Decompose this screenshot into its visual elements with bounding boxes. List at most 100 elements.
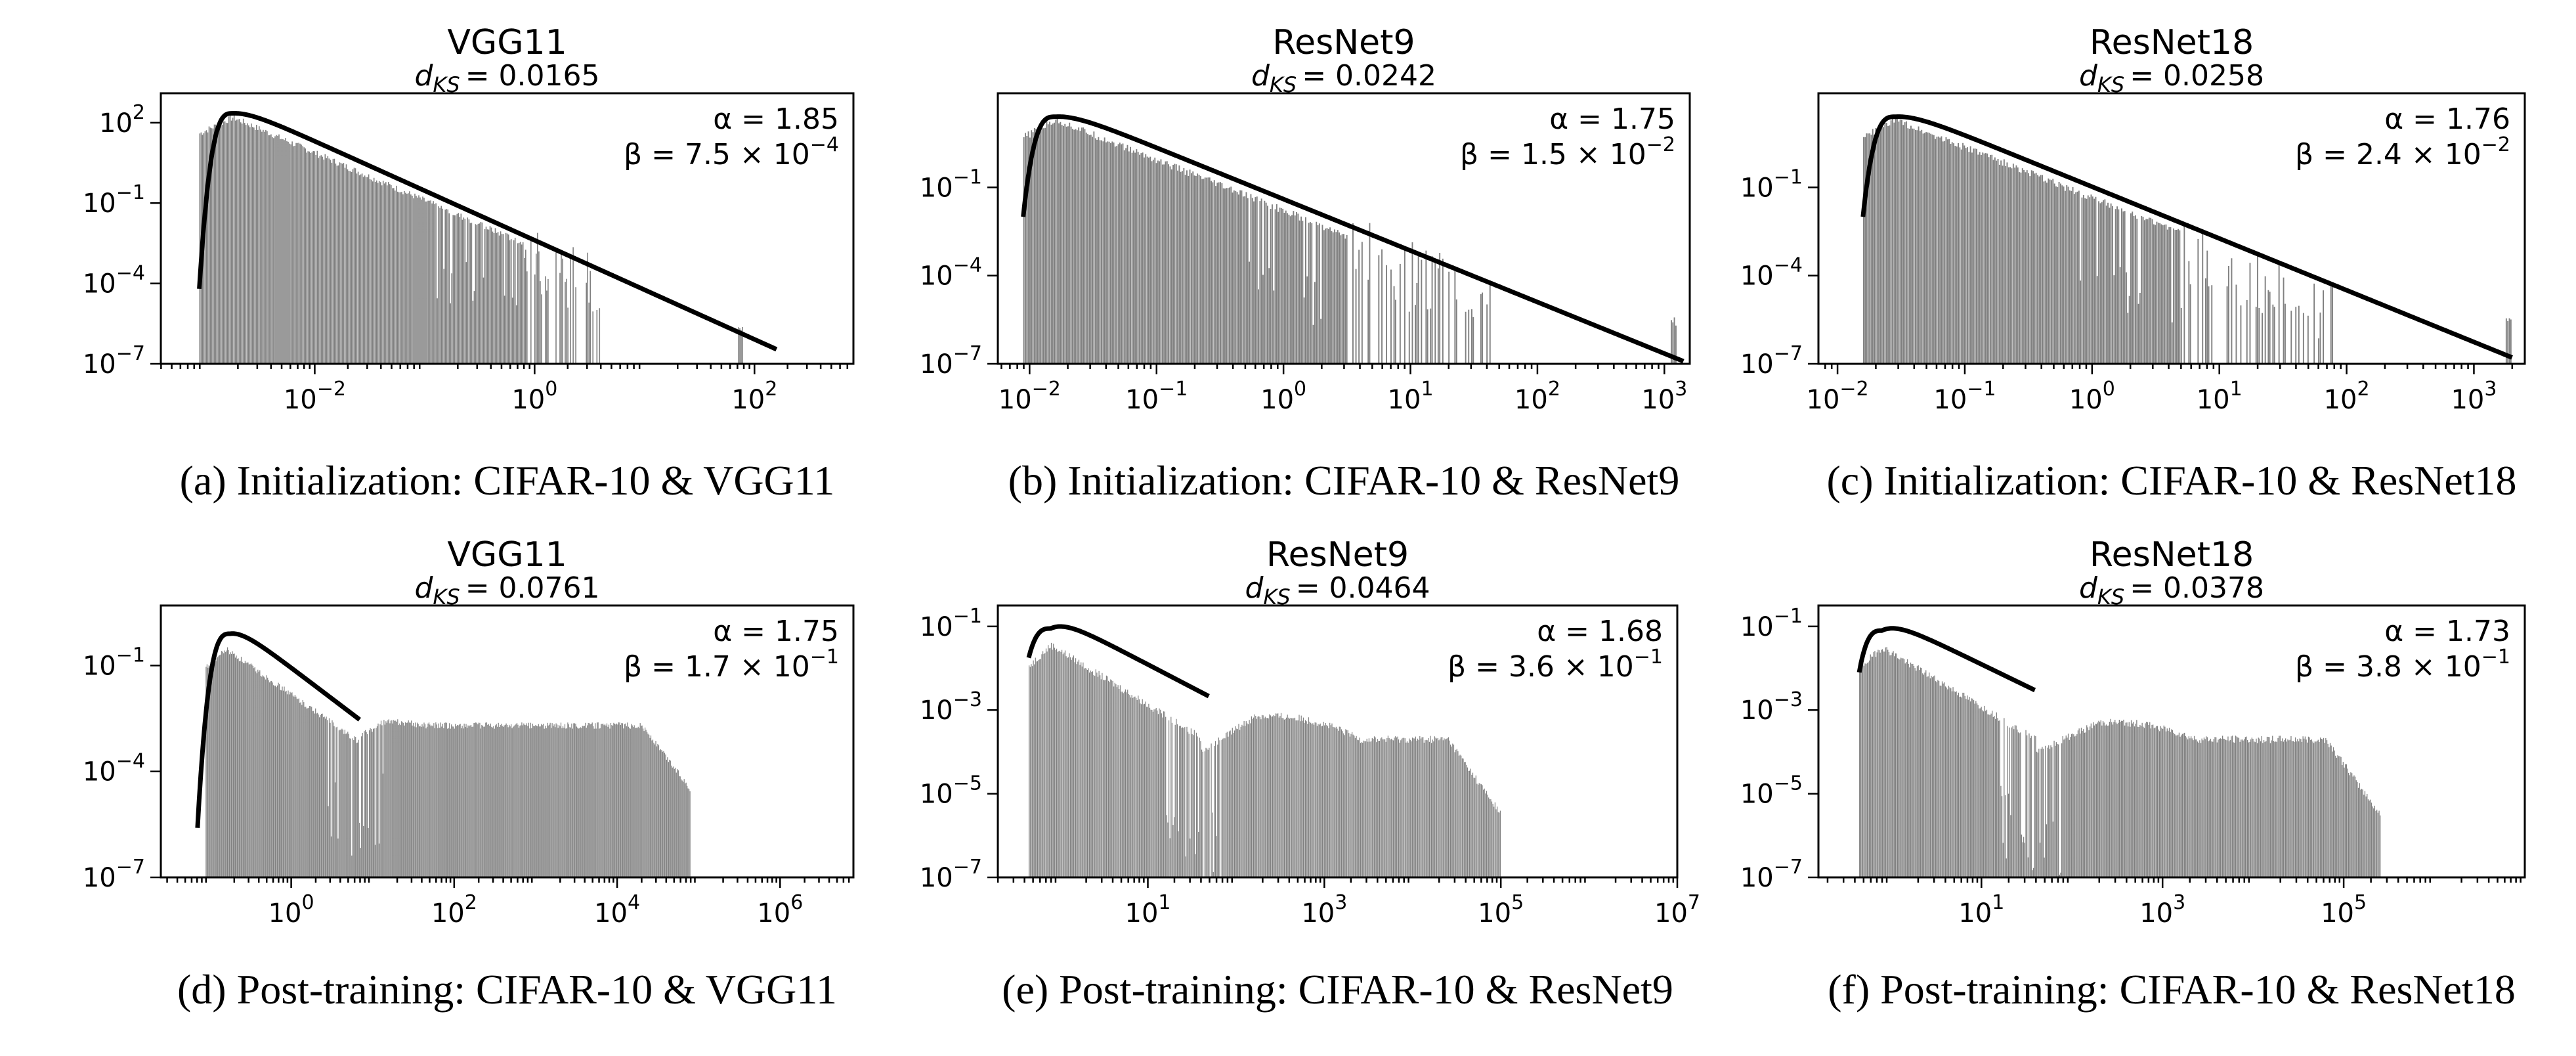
x-tick-label-base: 10 (1125, 385, 1159, 415)
beta-annotation-base: β = 3.8 × 10 (2295, 650, 2481, 684)
dks-value: = 0.0378 (2130, 571, 2264, 605)
x-tick-label-exponent: 1 (2230, 378, 2243, 401)
x-tick-label-exponent: −2 (1839, 378, 1868, 401)
x-tick-label: 101 (2197, 378, 2243, 415)
y-tick-label-exponent: −1 (1774, 165, 1803, 188)
fit-curve-group (197, 111, 778, 352)
x-tick-label-base: 10 (1301, 898, 1335, 929)
alpha-annotation: α = 1.85 (713, 102, 839, 136)
dks-value: = 0.0242 (1302, 59, 1436, 93)
x-tick-label-base: 10 (2139, 898, 2173, 929)
y-tick-label-base: 10 (83, 269, 116, 299)
dks-symbol: d (2079, 571, 2098, 605)
y-tick-label-exponent: −7 (953, 856, 982, 879)
x-tick-label-base: 10 (757, 898, 790, 929)
y-tick-label-exponent: −7 (116, 342, 145, 365)
beta-annotation: β = 2.4 × 10−2 (2295, 133, 2510, 171)
y-tick-label-base: 10 (920, 695, 953, 726)
x-tick-label-exponent: 1 (1158, 891, 1170, 914)
histogram-mass (1859, 647, 2381, 877)
x-tick-label-base: 10 (1933, 385, 1967, 415)
x-tick-label: 100 (511, 378, 557, 415)
x-tick-label-exponent: 3 (2173, 891, 2185, 914)
x-tick-label-exponent: 5 (2354, 891, 2367, 914)
histogram-bars (205, 647, 691, 877)
y-tick-label-exponent: −5 (1774, 772, 1803, 795)
panel-caption: (e) Post-training: CIFAR-10 & ResNet9 (1002, 966, 1673, 1013)
dks-label: dKS = 0.0761 (414, 571, 599, 609)
y-tick-label: 10−7 (1740, 342, 1803, 380)
x-tick-label-exponent: 0 (301, 891, 314, 914)
x-tick-label: 103 (1641, 378, 1687, 415)
x-tick-label-exponent: 2 (1548, 378, 1560, 401)
panel-title: ResNet9 (1266, 535, 1409, 575)
plot-frame (1817, 92, 2526, 365)
histogram-bars (1859, 647, 2381, 877)
y-tick-label-exponent: −4 (116, 750, 145, 773)
x-tick-label-exponent: 0 (1294, 378, 1306, 401)
x-tick-label-base: 10 (1807, 385, 1840, 415)
x-tick-label-exponent: −2 (1032, 378, 1061, 401)
y-tick-label-base: 10 (1740, 695, 1774, 726)
y-tick-label-base: 10 (83, 349, 116, 380)
histogram-bars (199, 114, 743, 364)
x-tick-label: 10−2 (284, 378, 346, 415)
y-tick-label: 10−5 (1740, 772, 1803, 810)
dks-label: dKS = 0.0165 (414, 59, 599, 97)
x-tick-label-base: 10 (284, 385, 317, 415)
x-tick-label-base: 10 (1388, 385, 1421, 415)
x-tick-label: 102 (431, 891, 477, 929)
panel-caption: (b) Initialization: CIFAR-10 & ResNet9 (1008, 457, 1680, 504)
x-tick-label: 106 (757, 891, 803, 929)
panel-title: ResNet9 (1272, 23, 1415, 62)
y-tick-label-base: 10 (1740, 612, 1774, 642)
fit-curve-group (1860, 114, 2514, 360)
x-tick-label-exponent: 0 (545, 378, 557, 401)
x-tick-label-exponent: 3 (1335, 891, 1347, 914)
y-tick-label: 10−7 (920, 342, 982, 380)
y-tick-label-exponent: −3 (953, 688, 982, 711)
y-tick-label-exponent: −3 (1774, 688, 1803, 711)
y-tick-label: 10−1 (83, 644, 145, 681)
y-tick-label-base: 10 (920, 173, 953, 203)
x-tick-label-base: 10 (431, 898, 465, 929)
dks-label: dKS = 0.0378 (2079, 571, 2264, 609)
x-tick-label-base: 10 (998, 385, 1032, 415)
histogram-mass (1023, 117, 1677, 364)
y-tick-label-base: 10 (1740, 349, 1774, 380)
y-tick-label-base: 10 (920, 261, 953, 292)
fit-curve-group (1026, 624, 1211, 699)
x-tick-label: 104 (594, 891, 640, 929)
x-tick-label-exponent: 1 (1992, 891, 2004, 914)
x-tick-label: 10−2 (1807, 378, 1869, 415)
x-tick-label: 10−1 (1125, 378, 1188, 415)
y-tick-label: 10−4 (1740, 254, 1803, 292)
x-tick-label: 101 (1388, 378, 1434, 415)
x-tick-label: 102 (731, 378, 777, 415)
y-tick-label-base: 10 (1740, 261, 1774, 292)
panel-title: ResNet18 (2090, 535, 2254, 575)
x-tick-label-base: 10 (2451, 385, 2484, 415)
y-tick-label-exponent: −1 (116, 181, 145, 204)
y-tick-label: 10−7 (920, 856, 982, 893)
dks-label: dKS = 0.0464 (1245, 571, 1430, 609)
dks-symbol: d (1245, 571, 1264, 605)
x-tick-label: 100 (1260, 378, 1306, 415)
x-tick-label-base: 10 (1125, 898, 1159, 929)
x-tick-label-base: 10 (511, 385, 545, 415)
histogram-bars (1023, 117, 1677, 364)
x-tick-label-exponent: 7 (1688, 891, 1700, 914)
x-tick-label-exponent: 2 (2357, 378, 2369, 401)
x-tick-label-base: 10 (1260, 385, 1294, 415)
plot-frame (1817, 604, 2526, 879)
x-tick-label: 10−1 (1933, 378, 1996, 415)
fit-curve-group (195, 631, 362, 828)
y-tick-label-base: 10 (1740, 863, 1774, 893)
y-tick-label-base: 10 (920, 863, 953, 893)
y-tick-label-base: 10 (1740, 780, 1774, 810)
fit-curve (1026, 624, 1211, 699)
panel-caption: (d) Post-training: CIFAR-10 & VGG11 (177, 966, 837, 1013)
